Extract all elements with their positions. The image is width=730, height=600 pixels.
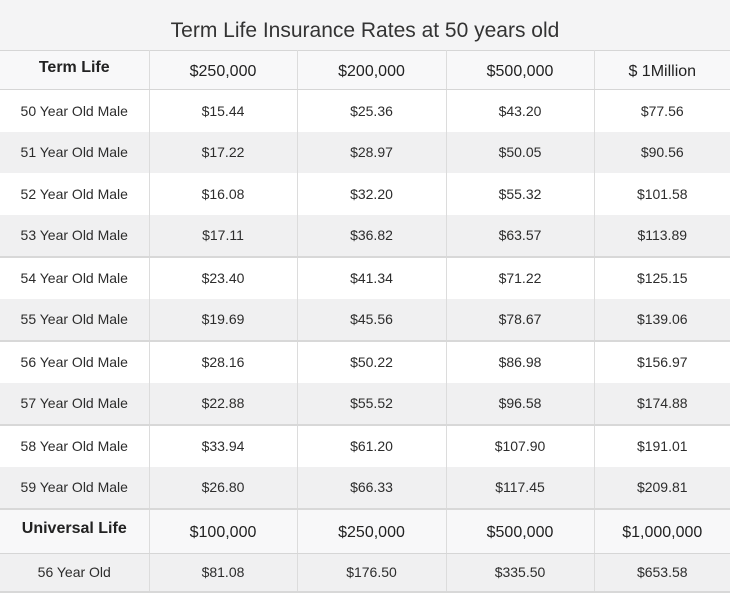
rate-cell: $86.98 [446,340,595,383]
universal-col-header: $100,000 [149,508,298,554]
rate-cell: $19.69 [149,298,298,342]
row-label: 50 Year Old Male [0,89,150,132]
table-row: 56 Year Old Male $28.16 $50.22 $86.98 $1… [0,340,730,383]
universal-col-header: $500,000 [446,508,595,554]
universal-col-header: $250,000 [297,508,447,554]
row-label: 54 Year Old Male [0,256,150,299]
rate-cell: $117.45 [446,466,595,510]
rate-cell: $17.11 [149,214,298,258]
rate-cell: $139.06 [594,298,730,342]
term-col-header: $250,000 [149,50,298,90]
rate-cell: $26.80 [149,466,298,510]
rate-cell: $22.88 [149,382,298,426]
table-row: 53 Year Old Male $17.11 $36.82 $63.57 $1… [0,214,730,258]
rate-cell: $36.82 [297,214,447,258]
rate-cell: $113.89 [594,214,730,258]
rate-cell: $653.58 [594,553,730,593]
rate-cell: $335.50 [446,553,595,593]
rate-cell: $50.22 [297,340,447,383]
rate-cell: $28.97 [297,131,447,173]
rate-cell: $71.22 [446,256,595,299]
row-label: 57 Year Old Male [0,382,150,426]
row-label: 56 Year Old [0,553,150,593]
row-label: 51 Year Old Male [0,131,150,173]
rate-cell: $50.05 [446,131,595,173]
table-row: 58 Year Old Male $33.94 $61.20 $107.90 $… [0,424,730,467]
rate-cell: $17.22 [149,131,298,173]
rate-cell: $15.44 [149,89,298,132]
rate-cell: $176.50 [297,553,447,593]
term-col-header: $200,000 [297,50,447,90]
term-section-label: Term Life [0,50,150,90]
table-row: 50 Year Old Male $15.44 $25.36 $43.20 $7… [0,89,730,132]
universal-header-row: Universal Life $100,000 $250,000 $500,00… [0,508,730,554]
rate-cell: $43.20 [446,89,595,132]
universal-section-label: Universal Life [0,508,150,554]
rate-cell: $23.40 [149,256,298,299]
rate-cell: $55.52 [297,382,447,426]
rate-cell: $45.56 [297,298,447,342]
rate-cell: $63.57 [446,214,595,258]
rate-cell: $55.32 [446,172,595,215]
term-col-header: $ 1Million [594,50,730,90]
page-title: Term Life Insurance Rates at 50 years ol… [0,0,730,50]
universal-col-header: $1,000,000 [594,508,730,554]
rate-cell: $209.81 [594,466,730,510]
rate-cell: $41.34 [297,256,447,299]
row-label: 53 Year Old Male [0,214,150,258]
rates-table: Term Life $250,000 $200,000 $500,000 $ 1… [0,50,730,593]
row-label: 58 Year Old Male [0,424,150,467]
term-header-row: Term Life $250,000 $200,000 $500,000 $ 1… [0,50,730,90]
rate-cell: $81.08 [149,553,298,593]
rate-cell: $90.56 [594,131,730,173]
rate-cell: $156.97 [594,340,730,383]
table-row: 52 Year Old Male $16.08 $32.20 $55.32 $1… [0,172,730,215]
rate-cell: $78.67 [446,298,595,342]
row-label: 59 Year Old Male [0,466,150,510]
rate-cell: $96.58 [446,382,595,426]
term-col-header: $500,000 [446,50,595,90]
rate-cell: $191.01 [594,424,730,467]
rate-cell: $28.16 [149,340,298,383]
rate-cell: $101.58 [594,172,730,215]
rate-cell: $125.15 [594,256,730,299]
row-label: 56 Year Old Male [0,340,150,383]
table-row: 51 Year Old Male $17.22 $28.97 $50.05 $9… [0,131,730,173]
rate-cell: $32.20 [297,172,447,215]
table-row: 59 Year Old Male $26.80 $66.33 $117.45 $… [0,466,730,510]
table-row: 54 Year Old Male $23.40 $41.34 $71.22 $1… [0,256,730,299]
rate-cell: $107.90 [446,424,595,467]
rate-cell: $16.08 [149,172,298,215]
table-row: 56 Year Old $81.08 $176.50 $335.50 $653.… [0,553,730,593]
row-label: 52 Year Old Male [0,172,150,215]
rate-cell: $61.20 [297,424,447,467]
rate-cell: $174.88 [594,382,730,426]
rate-cell: $77.56 [594,89,730,132]
table-row: 55 Year Old Male $19.69 $45.56 $78.67 $1… [0,298,730,342]
rate-cell: $66.33 [297,466,447,510]
rate-cell: $25.36 [297,89,447,132]
table-row: 57 Year Old Male $22.88 $55.52 $96.58 $1… [0,382,730,426]
row-label: 55 Year Old Male [0,298,150,342]
rate-cell: $33.94 [149,424,298,467]
